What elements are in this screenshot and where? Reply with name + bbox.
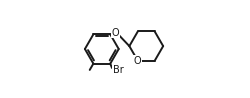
Text: O: O — [134, 56, 141, 66]
Text: O: O — [112, 28, 120, 38]
Text: Br: Br — [113, 65, 124, 75]
